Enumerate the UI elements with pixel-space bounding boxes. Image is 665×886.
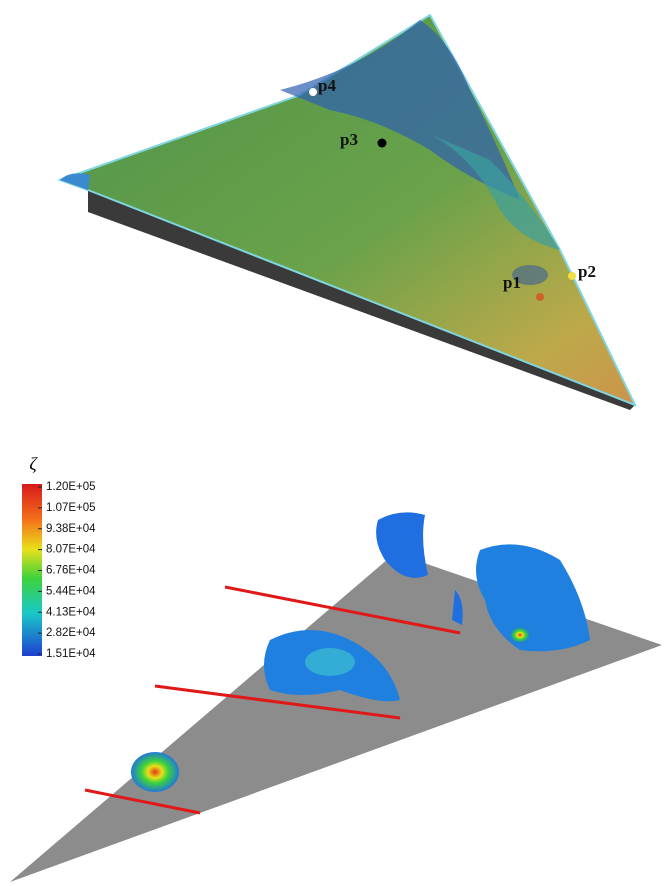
point-label: p2 [578,262,596,281]
probe-point [568,272,576,280]
colorbar-label: 1.07E+05 [46,502,96,514]
colorbar-label: 2.82E+04 [46,627,96,639]
colorbar-label: 9.38E+04 [46,523,96,535]
colorbar-labels: 1.20E+05 1.07E+05 9.38E+04 8.07E+04 6.76E+04… [38,481,96,660]
probe-point [309,88,317,96]
point-label: p1 [503,273,521,292]
slice-view [10,512,662,882]
colorbar-label: 5.44E+04 [46,585,96,597]
figure: p1 p2 p3 p4 ζ 1.20E+05 1.07E+05 9.38E+04 8.… [0,0,665,886]
vortex-slice [131,752,179,792]
point-label: p3 [340,130,358,149]
probe-point [378,139,387,148]
vortex-slice [305,648,355,676]
wing-view: p1 p2 p3 p4 [60,15,635,410]
colorbar-label: 1.51E+04 [46,648,96,660]
probe-point [536,293,544,301]
colorbar-label: 8.07E+04 [46,544,96,556]
colorbar-label: 6.76E+04 [46,565,96,577]
colorbar-label: 4.13E+04 [46,606,96,618]
point-label: p4 [318,76,336,95]
colorbar-title: ζ [29,454,38,474]
colorbar-label: 1.20E+05 [46,481,96,493]
vortex-slice [510,627,530,643]
colorbar: ζ 1.20E+05 1.07E+05 9.38E+04 8.07E+04 6.76E+… [22,454,96,660]
